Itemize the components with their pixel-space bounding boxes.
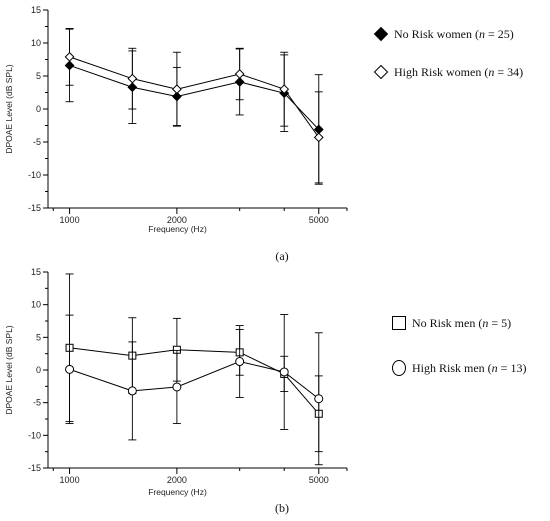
x-tick-label: 2000 xyxy=(167,475,187,485)
panel-b: -15 -10 -5 0 5 10 15 1000 2000 5000 Frequency (Hz)… xyxy=(4,267,526,515)
x-axis-label: Frequency (Hz) xyxy=(148,487,207,497)
legend-marker xyxy=(392,316,406,330)
x-tick-label: 5000 xyxy=(309,475,329,485)
series-2 xyxy=(65,314,324,466)
legend-label: High Risk women (n = 34) xyxy=(394,65,523,79)
legend-label: High Risk men (n = 13) xyxy=(412,361,526,375)
legend-n: n xyxy=(479,27,485,41)
legend-label-text: No Risk men ( xyxy=(412,316,482,330)
data-point xyxy=(64,51,75,62)
series-line xyxy=(69,56,320,138)
x-tick-label: 5000 xyxy=(309,215,329,225)
data-point xyxy=(127,73,138,84)
panel-label: (a) xyxy=(275,249,288,263)
y-tick-label: -10 xyxy=(28,170,41,180)
x-tick-label: 2000 xyxy=(167,215,187,225)
y-tick-label: 5 xyxy=(36,71,41,81)
y-tick-label: 15 xyxy=(31,5,41,15)
y-tick-label: 15 xyxy=(31,267,41,277)
legend-n: n xyxy=(492,361,498,375)
legend-count: = 34) xyxy=(494,65,523,79)
series-line xyxy=(69,64,320,130)
y-tick-label: -5 xyxy=(33,398,41,408)
y-axis-label: DPOAE Level (dB SPL) xyxy=(4,64,14,153)
legend-marker xyxy=(392,360,406,376)
legend-marker xyxy=(373,64,389,80)
x-tick-label: 1000 xyxy=(60,215,80,225)
data-point xyxy=(234,69,245,79)
legend-marker xyxy=(373,26,389,42)
legend-entry-1: No Risk men (n = 5) xyxy=(392,316,511,330)
panel-a: -15 -10 -5 0 5 10 15 1000 2000 5000 Frequency (Hz)… xyxy=(4,5,523,263)
legend-count: = 13) xyxy=(498,361,527,375)
y-tick-label: -15 xyxy=(28,463,41,473)
legend-entry-2: High Risk women (n = 34) xyxy=(373,64,523,80)
legend-label-text: High Risk men ( xyxy=(412,361,492,375)
data-point xyxy=(314,394,324,404)
y-tick-label: -5 xyxy=(33,137,41,147)
y-tick-label: 10 xyxy=(31,38,41,48)
y-tick-label: 0 xyxy=(36,104,41,114)
legend-label-text: High Risk women ( xyxy=(394,65,488,79)
y-tick-label: -10 xyxy=(28,430,41,440)
y-tick-label: 5 xyxy=(36,332,41,342)
legend-count: = 5) xyxy=(488,316,511,330)
legend-label-text: No Risk women ( xyxy=(394,27,479,41)
series-2 xyxy=(64,28,324,184)
data-point xyxy=(172,382,182,392)
data-point xyxy=(65,364,75,374)
legend-n: n xyxy=(488,65,494,79)
series-line xyxy=(69,360,320,400)
y-tick-label: -15 xyxy=(28,203,41,213)
data-point xyxy=(127,386,137,396)
y-axis-label: DPOAE Level (dB SPL) xyxy=(4,325,14,414)
data-point xyxy=(279,84,290,95)
x-tick-label: 1000 xyxy=(60,475,80,485)
legend-entry-2: High Risk men (n = 13) xyxy=(392,360,526,376)
legend-label: No Risk women (n = 25) xyxy=(394,27,514,41)
legend-n: n xyxy=(482,316,488,330)
data-point xyxy=(171,84,182,95)
y-tick-label: 0 xyxy=(36,365,41,375)
series-line xyxy=(69,347,320,415)
data-point xyxy=(313,132,324,143)
legend-label: No Risk men (n = 5) xyxy=(412,316,511,330)
panel-label: (b) xyxy=(275,501,289,515)
y-tick-label: 10 xyxy=(31,300,41,310)
data-point xyxy=(235,357,245,367)
legend-count: = 25) xyxy=(485,27,514,41)
legend-entry-1: No Risk women (n = 25) xyxy=(373,26,514,42)
x-axis-label: Frequency (Hz) xyxy=(148,224,207,234)
data-point xyxy=(279,367,289,377)
